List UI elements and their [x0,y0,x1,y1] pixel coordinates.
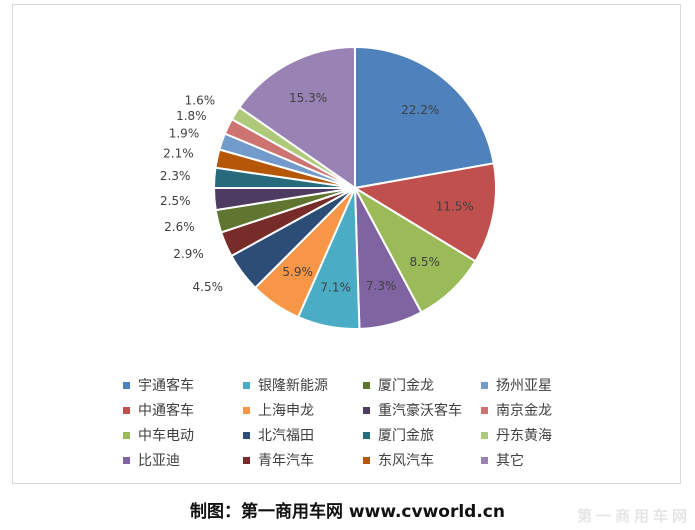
legend-swatch [481,381,488,389]
slice-data-label: 2.5% [160,194,191,208]
legend-swatch [123,381,130,389]
legend-swatch [481,456,488,464]
legend-label: 厦门金旅 [378,428,434,444]
legend-label: 中通客车 [138,403,194,419]
watermark: 第一商用车网 [576,507,691,525]
legend-swatch [243,456,250,464]
legend-label: 青年汽车 [258,453,314,469]
legend-label: 北汽福田 [258,428,314,444]
legend-item: 上海申龙 [243,401,363,419]
legend-label: 丹东黄海 [496,428,552,444]
slice-data-label: 22.2% [401,103,439,117]
legend-label: 扬州亚星 [496,378,552,394]
legend-item: 重汽豪沃客车 [363,401,481,419]
legend-item: 其它 [481,451,601,469]
slice-data-label: 7.1% [320,281,351,295]
legend-swatch [481,431,488,439]
chart-frame: 22.2% 11.5% 8.5% 7.3% 7.1% 5.9% 4.5% 2.9% 2.6% 2.… [12,4,681,484]
pie-chart: 22.2% 11.5% 8.5% 7.3% 7.1% 5.9% 4.5% 2.9% 2.6% 2.… [160,45,497,330]
legend-item: 南京金龙 [481,401,601,419]
legend-item: 北汽福田 [243,426,363,444]
pie-slice [354,45,495,190]
legend-label: 中车电动 [138,428,194,444]
legend-swatch [363,406,370,414]
slice-data-label: 2.3% [160,169,191,183]
slice-data-label: 2.9% [173,247,204,261]
slice-data-label: 2.6% [164,220,195,234]
legend-item: 东风汽车 [363,451,481,469]
legend-label: 南京金龙 [496,403,552,419]
legend-item: 厦门金旅 [363,426,481,444]
legend-item: 厦门金龙 [363,376,481,394]
legend-item: 扬州亚星 [481,376,601,394]
legend-item: 中车电动 [123,426,243,444]
legend-label: 宇通客车 [138,378,194,394]
legend-label: 其它 [496,453,524,469]
legend-swatch [243,431,250,439]
slice-data-label: 11.5% [436,200,474,214]
legend-swatch [363,431,370,439]
slice-data-label: 5.9% [282,265,313,279]
legend-swatch [123,456,130,464]
legend-item: 比亚迪 [123,451,243,469]
legend-item: 丹东黄海 [481,426,601,444]
slice-data-label: 1.8% [176,109,207,123]
legend-item: 宇通客车 [123,376,243,394]
legend: 宇通客车 银隆新能源 厦门金龙 扬州亚星中通客车 上海申龙 重汽豪沃客车 南京金龙中车电动 北… [123,376,623,469]
legend-label: 厦门金龙 [378,378,434,394]
pie-slice [352,162,497,263]
legend-item: 青年汽车 [243,451,363,469]
slice-data-label: 15.3% [289,91,327,105]
slice-data-label: 7.3% [366,279,397,293]
legend-label: 银隆新能源 [258,378,328,394]
slice-data-label: 2.1% [163,147,194,161]
chart-caption: 制图：第一商用车网 www.cvworld.cn [190,502,505,522]
legend-item: 中通客车 [123,401,243,419]
legend-label: 东风汽车 [378,453,434,469]
legend-label: 上海申龙 [258,403,314,419]
legend-label: 重汽豪沃客车 [378,403,462,419]
slice-data-label: 4.5% [193,280,224,294]
legend-swatch [123,406,130,414]
slice-data-label: 8.5% [409,255,440,269]
slice-data-label: 1.6% [185,93,216,107]
legend-label: 比亚迪 [138,453,180,469]
legend-swatch [363,381,370,389]
legend-swatch [243,381,250,389]
slice-data-label: 1.9% [169,127,200,141]
legend-swatch [481,406,488,414]
legend-item: 银隆新能源 [243,376,363,394]
legend-swatch [123,431,130,439]
legend-swatch [243,406,250,414]
pie-slice [237,45,356,190]
legend-swatch [363,456,370,464]
